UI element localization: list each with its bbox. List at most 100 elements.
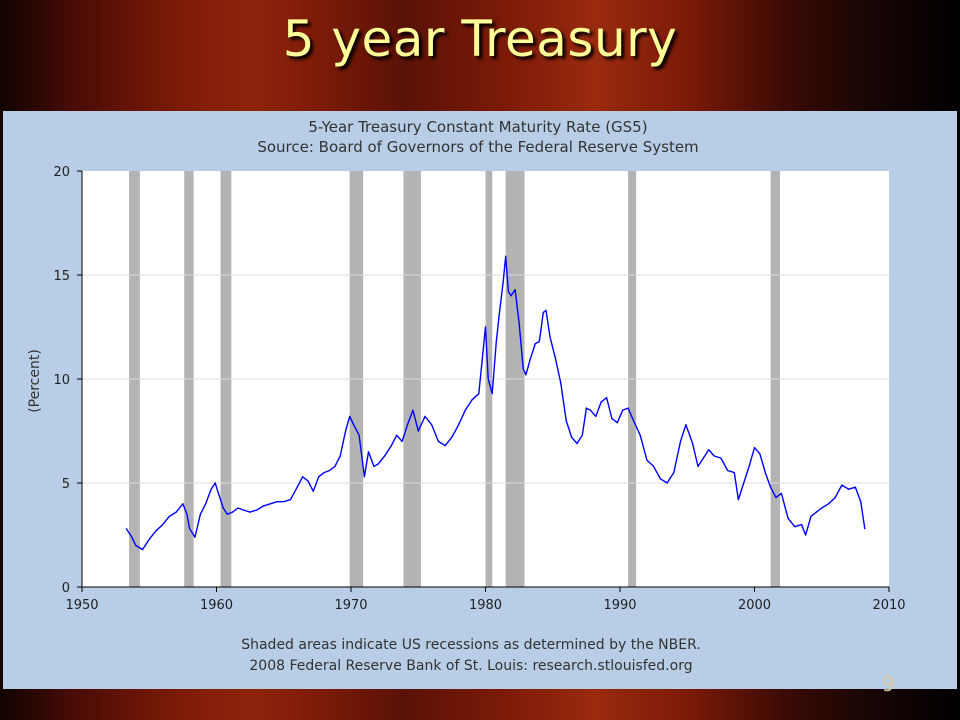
x-tick-label: 1980: [469, 598, 502, 613]
series-point: [764, 472, 766, 474]
treasury-chart: 5-Year Treasury Constant Maturity Rate (…: [27, 118, 906, 674]
series-point: [733, 472, 735, 474]
series-point: [549, 336, 551, 338]
series-point: [237, 507, 239, 509]
series-point: [514, 288, 516, 291]
series-point: [437, 440, 440, 442]
series-point: [214, 482, 216, 484]
series-point: [283, 501, 285, 503]
series-layer: [125, 255, 866, 551]
series-point: [289, 499, 292, 501]
chart-panel: 5-Year Treasury Constant Maturity Rate (…: [3, 111, 957, 689]
series-point: [334, 465, 336, 467]
x-tick-label: 2010: [872, 598, 905, 613]
x-tick-label: 2000: [738, 598, 771, 613]
series-point: [424, 415, 426, 418]
series-point: [199, 513, 201, 515]
series-point: [406, 424, 409, 426]
series-point: [542, 311, 544, 314]
series-point: [431, 424, 433, 426]
y-tick-label: 10: [53, 373, 70, 388]
series-point: [487, 378, 489, 380]
series-point: [759, 453, 761, 455]
series-point: [498, 316, 500, 318]
series-point: [727, 469, 729, 472]
series-point: [148, 538, 150, 540]
series-point: [358, 434, 360, 436]
page-number: 9: [882, 672, 895, 696]
series-point: [685, 424, 687, 426]
y-tick-label: 5: [62, 477, 70, 492]
footnote-source: 2008 Federal Reserve Bank of St. Louis: …: [249, 658, 692, 674]
series-point: [560, 382, 562, 384]
series-point: [301, 476, 304, 478]
series-point: [585, 407, 587, 409]
series-point: [616, 422, 618, 424]
series-point: [800, 524, 803, 526]
series-point: [581, 434, 583, 436]
series-point: [232, 511, 234, 513]
x-tick-label: 1950: [65, 598, 98, 613]
series-point: [737, 499, 739, 501]
grid-lines: [82, 274, 889, 484]
series-point: [507, 291, 509, 293]
series-point: [210, 488, 212, 490]
series-point: [373, 465, 375, 467]
series-point: [787, 517, 789, 519]
series-point: [323, 472, 325, 474]
series-point: [570, 436, 573, 438]
series-point: [538, 340, 540, 343]
series-point: [848, 488, 850, 490]
series-point: [611, 417, 613, 420]
series-point: [770, 486, 772, 488]
y-axis-label: (Percent): [27, 349, 43, 413]
series-point: [713, 455, 715, 457]
series-point: [135, 544, 137, 546]
series-point: [495, 340, 497, 343]
series-point: [491, 392, 493, 395]
series-point: [775, 496, 777, 499]
series-point: [753, 447, 756, 449]
series-point: [307, 480, 309, 482]
series-point: [534, 343, 536, 345]
x-tick-label: 1990: [603, 598, 636, 613]
series-point: [554, 357, 557, 359]
series-point: [384, 455, 386, 457]
series-point: [349, 415, 351, 418]
series-point: [451, 436, 453, 438]
series-point: [471, 399, 473, 401]
series-point: [478, 392, 480, 395]
series-point: [131, 536, 133, 538]
series-point: [748, 465, 750, 467]
series-point: [743, 482, 745, 484]
series-point: [815, 511, 817, 513]
series-point: [217, 490, 219, 492]
y-tick-label: 20: [53, 165, 70, 180]
series-point: [339, 455, 341, 457]
series-point: [673, 472, 675, 474]
series-point: [222, 507, 224, 509]
series-point: [444, 444, 446, 447]
series-point: [186, 513, 188, 515]
series-point: [821, 507, 823, 509]
series-point: [502, 282, 504, 284]
series-point: [390, 444, 392, 447]
series-point: [256, 509, 258, 511]
series-point: [708, 449, 710, 451]
series-point: [565, 420, 567, 422]
series-point: [276, 501, 278, 503]
series-point: [262, 505, 265, 507]
series-point: [692, 442, 694, 445]
series-point: [622, 409, 624, 411]
series-point: [417, 430, 419, 432]
series-point: [576, 442, 578, 445]
series-point: [702, 457, 704, 459]
series-point: [854, 486, 856, 488]
series-point: [353, 424, 355, 426]
series-point: [841, 484, 843, 486]
series-point: [175, 511, 177, 513]
series-point: [182, 503, 184, 505]
series-point: [659, 478, 661, 480]
series-point: [525, 374, 527, 376]
series-point: [679, 440, 682, 442]
